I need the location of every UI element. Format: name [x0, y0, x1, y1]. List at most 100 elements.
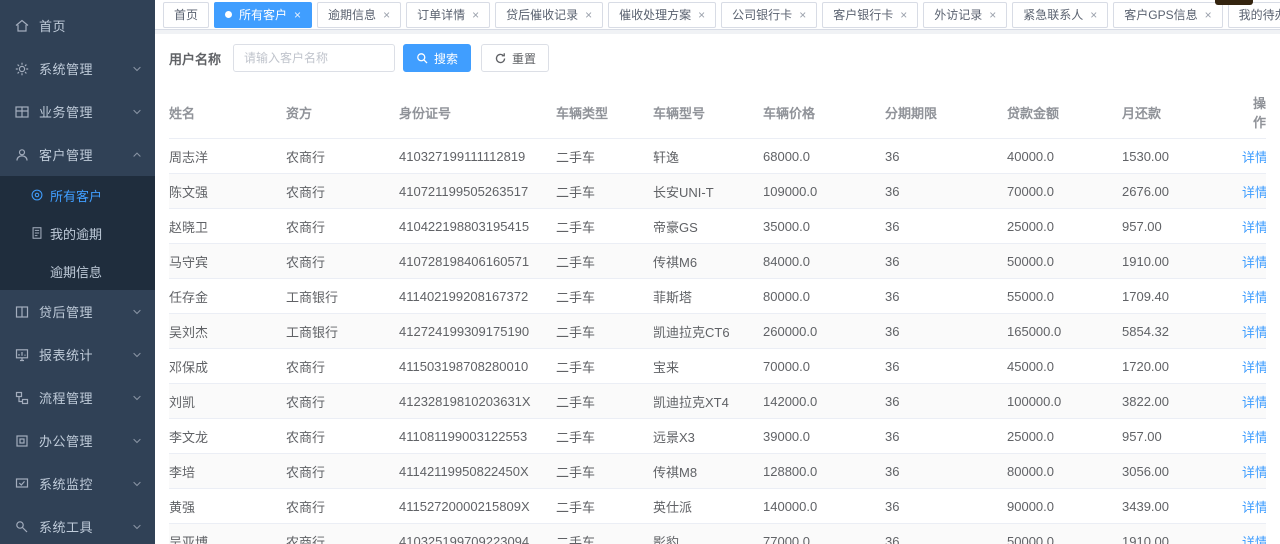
- tab[interactable]: 所有客户 ×: [214, 1, 313, 28]
- close-icon[interactable]: ×: [900, 7, 908, 22]
- sidebar-menu: 首页 系统管理业务管理客户管理 所有客户 我的逾期 逾期信息 贷后管理报表统计流程管理 办公…: [0, 4, 155, 544]
- sidebar-item[interactable]: 系统监控: [0, 462, 155, 505]
- close-icon[interactable]: ×: [472, 7, 480, 22]
- tab-label: 客户银行卡: [833, 8, 894, 22]
- table-row: 陈文强 农商行 410721199505263517 二手车 长安UNI-T 109000…: [169, 173, 1266, 209]
- sidebar-item[interactable]: 系统工具: [0, 505, 155, 544]
- close-icon[interactable]: ×: [799, 7, 807, 22]
- cell-vehicle_type: 二手车: [556, 208, 653, 244]
- column-header: 操作: [1242, 86, 1266, 139]
- cell-id_number: 41232819810203631X: [399, 383, 556, 419]
- search-icon: [417, 52, 428, 64]
- cell-installment_term: 36: [885, 243, 1007, 279]
- detail-link[interactable]: 详情: [1242, 499, 1266, 515]
- close-icon[interactable]: ×: [1204, 7, 1212, 22]
- detail-link[interactable]: 详情: [1242, 219, 1266, 235]
- detail-link[interactable]: 详情: [1242, 184, 1266, 200]
- detail-link[interactable]: 详情: [1242, 324, 1266, 340]
- sidebar-subitem[interactable]: 所有客户: [0, 176, 155, 214]
- sidebar-subitem[interactable]: 我的逾期: [0, 214, 155, 252]
- sidebar-item-label: 业务管理: [39, 105, 94, 120]
- close-icon[interactable]: ×: [989, 7, 997, 22]
- cell-monthly_payment: 3822.00: [1122, 383, 1242, 419]
- sidebar-item[interactable]: 首页: [0, 4, 155, 47]
- tab[interactable]: 首页: [163, 1, 210, 28]
- sidebar-item[interactable]: 报表统计: [0, 333, 155, 376]
- tab[interactable]: 外访记录 ×: [923, 1, 1008, 28]
- refresh-icon: [495, 52, 506, 63]
- detail-link[interactable]: 详情: [1242, 359, 1266, 375]
- tab[interactable]: 客户GPS信息 ×: [1113, 1, 1223, 28]
- tab[interactable]: 催收处理方案 ×: [608, 1, 717, 28]
- tabbar-divider: [155, 30, 1280, 34]
- cell-vehicle_model: 长安UNI-T: [653, 173, 763, 209]
- close-icon[interactable]: ×: [698, 7, 706, 22]
- cell-funder: 工商银行: [286, 278, 399, 314]
- sidebar: 首页 系统管理业务管理客户管理 所有客户 我的逾期 逾期信息 贷后管理报表统计流程管理 办公…: [0, 0, 155, 544]
- tab[interactable]: 公司银行卡 ×: [721, 1, 818, 28]
- chevron-down-icon: [131, 392, 143, 404]
- sidebar-item-label: 报表统计: [39, 348, 94, 363]
- close-icon[interactable]: ×: [1090, 7, 1098, 22]
- detail-link[interactable]: 详情: [1242, 534, 1266, 544]
- detail-link[interactable]: 详情: [1242, 429, 1266, 445]
- sidebar-item[interactable]: 贷后管理: [0, 290, 155, 333]
- reset-button[interactable]: 重置: [481, 44, 550, 72]
- tab[interactable]: 订单详情 ×: [406, 1, 491, 28]
- cell-vehicle_model: 凯迪拉克XT4: [653, 383, 763, 419]
- cell-monthly_payment: 3439.00: [1122, 488, 1242, 524]
- cell-action: 详情: [1242, 313, 1266, 349]
- chevron-down-icon: [131, 63, 143, 75]
- cell-installment_term: 36: [885, 453, 1007, 489]
- detail-link[interactable]: 详情: [1242, 149, 1266, 165]
- close-icon[interactable]: ×: [383, 7, 391, 22]
- tab[interactable]: 我的待办×: [1227, 1, 1280, 28]
- table-row: 黄强 农商行 41152720000215809X 二手车 英仕派 140000.0 36 9…: [169, 488, 1266, 524]
- detail-link[interactable]: 详情: [1242, 254, 1266, 270]
- cell-loan_amount: 45000.0: [1007, 348, 1122, 384]
- sidebar-item[interactable]: 系统管理: [0, 47, 155, 90]
- cell-monthly_payment: 2676.00: [1122, 173, 1242, 209]
- tab[interactable]: 客户银行卡 ×: [822, 1, 919, 28]
- sidebar-item-label: 系统工具: [39, 520, 94, 535]
- close-icon[interactable]: ×: [585, 7, 593, 22]
- cell-funder: 农商行: [286, 523, 399, 544]
- tab[interactable]: 贷后催收记录 ×: [495, 1, 604, 28]
- cell-id_number: 411081199003122553: [399, 418, 556, 454]
- cell-vehicle_type: 二手车: [556, 278, 653, 314]
- cell-vehicle_type: 二手车: [556, 418, 653, 454]
- detail-link[interactable]: 详情: [1242, 464, 1266, 480]
- sidebar-item[interactable]: 流程管理: [0, 376, 155, 419]
- search-form: 用户名称 搜索 重置: [169, 44, 1266, 72]
- customer-name-input[interactable]: [233, 44, 396, 72]
- sidebar-item[interactable]: 业务管理: [0, 90, 155, 133]
- sidebar-item[interactable]: 客户管理: [0, 133, 155, 176]
- table-row: 吴刘杰 工商银行 412724199309175190 二手车 凯迪拉克CT6 26000…: [169, 313, 1266, 349]
- cell-vehicle_type: 二手车: [556, 488, 653, 524]
- detail-link[interactable]: 详情: [1242, 289, 1266, 305]
- cell-name: 马守宾: [169, 243, 286, 279]
- cell-funder: 农商行: [286, 418, 399, 454]
- cell-name: 黄强: [169, 488, 286, 524]
- cell-funder: 农商行: [286, 453, 399, 489]
- tab[interactable]: 紧急联系人 ×: [1012, 1, 1109, 28]
- sidebar-subitem[interactable]: 逾期信息: [0, 252, 155, 290]
- chart-icon: [14, 347, 30, 363]
- tab[interactable]: 逾期信息 ×: [317, 1, 402, 28]
- column-header: 资方: [286, 86, 399, 139]
- detail-link[interactable]: 详情: [1242, 394, 1266, 410]
- cell-action: 详情: [1242, 418, 1266, 454]
- table-row: 吴亚博 农商行 410325199709223094 二手车 影豹 77000.0 36 50…: [169, 523, 1266, 544]
- tab-bar: 首页 所有客户 × 逾期信息 × 订单详情 × 贷后催收记录 × 催收处理方案 × 公司银行卡 × 客户银…: [155, 0, 1280, 30]
- table-header-row: 姓名 资方 身份证号 车辆类型 车辆型号 车辆价格 分期期限 贷款金额 月还款 操作: [169, 86, 1266, 139]
- cell-vehicle_price: 70000.0: [763, 348, 885, 384]
- active-tab-dot: [225, 11, 233, 18]
- chevron-down-icon: [131, 106, 143, 118]
- column-header: 车辆价格: [763, 86, 885, 139]
- cell-name: 吴刘杰: [169, 313, 286, 349]
- search-button[interactable]: 搜索: [403, 44, 472, 72]
- close-icon[interactable]: ×: [294, 7, 302, 22]
- cell-loan_amount: 25000.0: [1007, 208, 1122, 244]
- cell-vehicle_type: 二手车: [556, 313, 653, 349]
- sidebar-item[interactable]: 办公管理: [0, 419, 155, 462]
